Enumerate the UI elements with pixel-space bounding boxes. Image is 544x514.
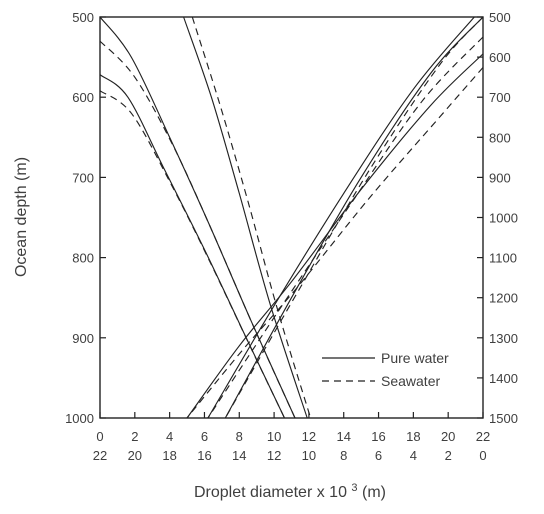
series-line-8-dashed: [224, 16, 484, 419]
legend-label-pure-water: Pure water: [381, 350, 449, 366]
x-tick-label-top: 2: [131, 429, 138, 444]
y2-tick-label: 1400: [489, 371, 518, 386]
x-tick-label-top: 20: [441, 429, 455, 444]
y2-tick-label: 1500: [489, 411, 518, 426]
y2-tick-label: 1000: [489, 211, 518, 226]
y2-tick-label: 1100: [489, 251, 517, 266]
y2-tick-label: 900: [489, 170, 511, 185]
series-line-11-solid: [186, 53, 484, 419]
x-tick-label-bottom: 8: [340, 448, 347, 463]
x-axis-title-suffix: (m): [362, 484, 386, 501]
legend: Pure water Seawater: [316, 346, 462, 394]
y-tick-label: 700: [72, 170, 94, 185]
series-line-3-solid: [183, 16, 308, 419]
x-tick-label-top: 16: [371, 429, 385, 444]
y2-tick-label: 1300: [489, 331, 518, 346]
y-axis-title: Ocean depth (m): [13, 157, 30, 277]
y-tick-label: 900: [72, 331, 94, 346]
x-axis-title-superscript: 3: [351, 482, 357, 494]
x-tick-label-top: 22: [476, 429, 490, 444]
y2-tick-label: 600: [489, 50, 511, 65]
series-line-2-dashed: [99, 40, 296, 419]
x-tick-label-bottom: 20: [128, 448, 142, 463]
y-tick-label: 800: [72, 251, 94, 266]
x-tick-label-top: 0: [96, 429, 103, 444]
x-tick-label-bottom: 0: [479, 448, 486, 463]
x-tick-label-bottom: 10: [302, 448, 316, 463]
y2-tick-label: 500: [489, 10, 511, 25]
legend-background: [316, 346, 462, 394]
y2-tick-label: 700: [489, 90, 511, 105]
series-line-4-dashed: [191, 16, 312, 419]
x-tick-label-top: 12: [302, 429, 316, 444]
series-layer: [99, 16, 484, 419]
x-tick-label-top: 6: [201, 429, 208, 444]
y-tick-label: 1000: [65, 411, 94, 426]
y2-tick-label: 800: [489, 130, 511, 145]
x-tick-label-top: 14: [336, 429, 350, 444]
y2-tick-label: 1200: [489, 291, 518, 306]
x-axis-title-main: Droplet diameter x 10: [194, 484, 347, 501]
series-line-6-dashed: [99, 90, 286, 419]
x-tick-label-top: 4: [166, 429, 173, 444]
x-tick-label-bottom: 22: [93, 448, 107, 463]
y-tick-label: 600: [72, 90, 94, 105]
x-tick-label-bottom: 16: [197, 448, 211, 463]
x-tick-label-bottom: 12: [267, 448, 281, 463]
x-tick-label-bottom: 4: [410, 448, 417, 463]
series-line-12-dashed: [186, 67, 484, 419]
x-tick-label-bottom: 18: [162, 448, 176, 463]
x-tick-label-top: 18: [406, 429, 420, 444]
x-tick-label-bottom: 6: [375, 448, 382, 463]
x-axis-title: Droplet diameter x 10 3 (m): [194, 478, 386, 501]
legend-label-seawater: Seawater: [381, 373, 440, 389]
series-line-7-solid: [224, 16, 484, 419]
series-line-9-solid: [207, 16, 475, 419]
axis-layer: 0222204186168141012121014816618420222050…: [65, 10, 518, 463]
x-tick-label-bottom: 14: [232, 448, 246, 463]
x-tick-label-top: 10: [267, 429, 281, 444]
x-tick-label-bottom: 2: [445, 448, 452, 463]
x-tick-label-top: 8: [236, 429, 243, 444]
y-tick-label: 500: [72, 10, 94, 25]
